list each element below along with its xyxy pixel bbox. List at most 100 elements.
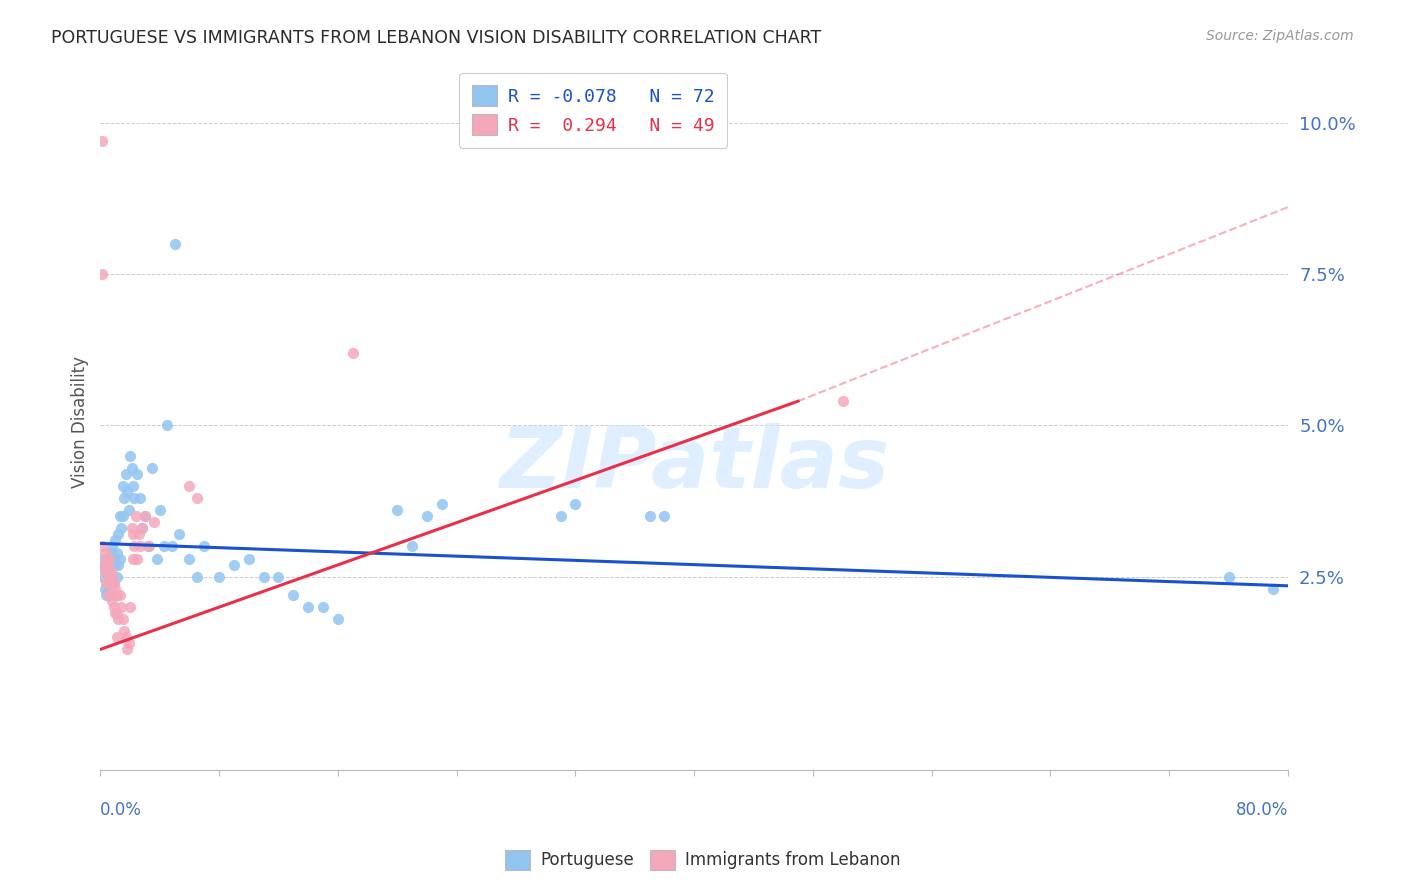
- Point: [124, 491, 146, 505]
- Point: [564, 497, 586, 511]
- Point: [312, 600, 335, 615]
- Point: [1263, 582, 1285, 596]
- Point: [145, 551, 167, 566]
- Point: [104, 558, 127, 572]
- Point: [186, 570, 208, 584]
- Point: [222, 558, 245, 572]
- Point: [179, 479, 201, 493]
- Point: [98, 582, 121, 596]
- Point: [138, 540, 160, 554]
- Point: [134, 509, 156, 524]
- Point: [100, 588, 122, 602]
- Point: [267, 570, 290, 584]
- Point: [193, 540, 215, 554]
- Point: [114, 630, 136, 644]
- Text: 0.0%: 0.0%: [100, 801, 142, 819]
- Point: [103, 575, 125, 590]
- Point: [111, 509, 134, 524]
- Point: [253, 570, 276, 584]
- Point: [115, 485, 138, 500]
- Point: [101, 570, 124, 584]
- Point: [122, 479, 145, 493]
- Point: [103, 600, 125, 615]
- Point: [103, 575, 125, 590]
- Point: [186, 491, 208, 505]
- Point: [97, 588, 120, 602]
- Point: [1218, 570, 1240, 584]
- Point: [94, 582, 117, 596]
- Point: [98, 558, 121, 572]
- Point: [100, 588, 122, 602]
- Point: [131, 521, 153, 535]
- Point: [96, 588, 118, 602]
- Text: 80.0%: 80.0%: [1236, 801, 1288, 819]
- Point: [160, 540, 183, 554]
- Point: [142, 515, 165, 529]
- Point: [96, 551, 118, 566]
- Point: [110, 600, 132, 615]
- Point: [91, 540, 114, 554]
- Point: [127, 467, 149, 481]
- Point: [101, 540, 124, 554]
- Point: [167, 527, 190, 541]
- Point: [654, 509, 676, 524]
- Point: [387, 503, 409, 517]
- Point: [141, 460, 163, 475]
- Point: [117, 636, 139, 650]
- Point: [107, 558, 129, 572]
- Point: [91, 551, 114, 566]
- Text: ZIPatlas: ZIPatlas: [499, 423, 889, 506]
- Point: [98, 551, 121, 566]
- Point: [121, 460, 143, 475]
- Point: [101, 570, 124, 584]
- Point: [97, 558, 120, 572]
- Point: [111, 479, 134, 493]
- Point: [105, 588, 128, 602]
- Point: [283, 588, 305, 602]
- Point: [105, 570, 128, 584]
- Point: [156, 418, 179, 433]
- Point: [96, 564, 118, 578]
- Point: [831, 394, 853, 409]
- Point: [97, 570, 120, 584]
- Point: [94, 545, 117, 559]
- Point: [129, 540, 152, 554]
- Point: [97, 551, 120, 566]
- Point: [342, 345, 364, 359]
- Point: [238, 551, 260, 566]
- Point: [97, 570, 120, 584]
- Point: [107, 527, 129, 541]
- Point: [100, 545, 122, 559]
- Point: [90, 134, 112, 148]
- Point: [118, 449, 141, 463]
- Legend: Portuguese, Immigrants from Lebanon: Portuguese, Immigrants from Lebanon: [498, 843, 908, 877]
- Y-axis label: Vision Disability: Vision Disability: [72, 357, 89, 488]
- Legend: R = -0.078   N = 72, R =  0.294   N = 49: R = -0.078 N = 72, R = 0.294 N = 49: [460, 73, 727, 148]
- Point: [131, 521, 153, 535]
- Point: [94, 558, 117, 572]
- Point: [105, 630, 128, 644]
- Point: [94, 564, 117, 578]
- Text: Source: ZipAtlas.com: Source: ZipAtlas.com: [1206, 29, 1354, 43]
- Point: [127, 551, 149, 566]
- Point: [104, 606, 127, 620]
- Point: [100, 564, 122, 578]
- Point: [430, 497, 453, 511]
- Point: [90, 267, 112, 281]
- Point: [91, 558, 114, 572]
- Point: [100, 564, 122, 578]
- Point: [128, 527, 150, 541]
- Point: [125, 509, 148, 524]
- Point: [550, 509, 572, 524]
- Point: [108, 509, 131, 524]
- Point: [134, 509, 156, 524]
- Point: [416, 509, 439, 524]
- Point: [103, 551, 125, 566]
- Point: [112, 491, 135, 505]
- Point: [117, 503, 139, 517]
- Point: [122, 551, 145, 566]
- Point: [401, 540, 423, 554]
- Point: [638, 509, 661, 524]
- Point: [115, 642, 138, 657]
- Point: [179, 551, 201, 566]
